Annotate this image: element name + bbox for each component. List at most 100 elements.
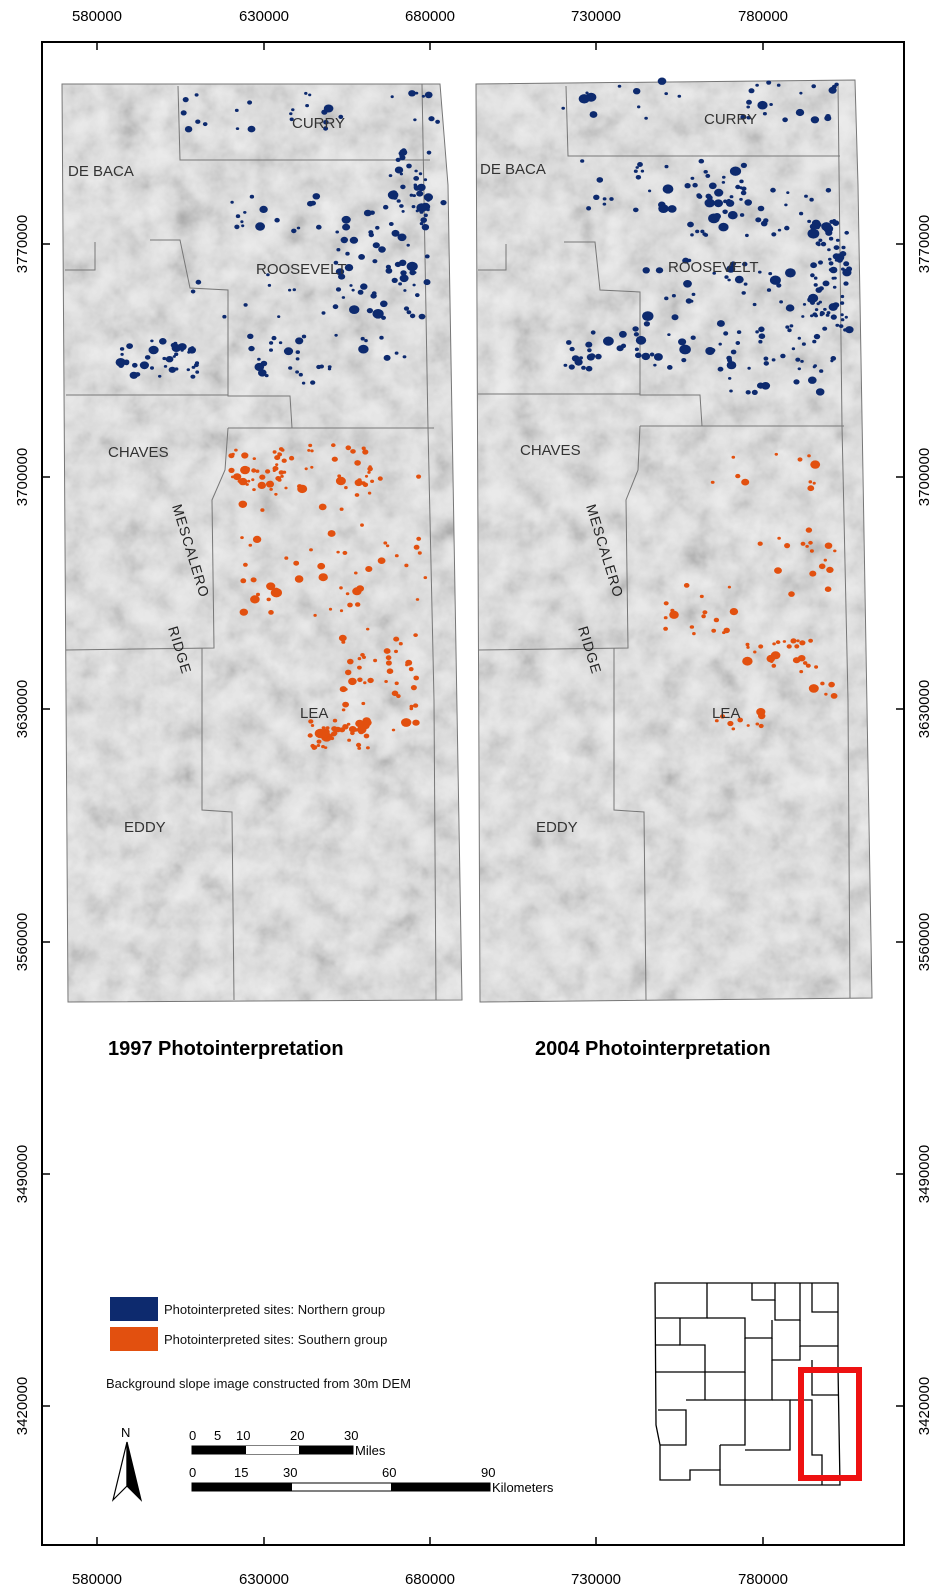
site-marker — [339, 686, 347, 693]
site-marker — [367, 470, 371, 474]
axis-ticks: 580000 580000 630000 630000 680000 680000 7300… — [14, 8, 933, 1588]
site-marker — [309, 548, 313, 552]
site-marker — [779, 300, 783, 304]
site-marker — [632, 326, 639, 332]
site-marker — [667, 205, 677, 213]
site-marker — [177, 343, 187, 351]
site-marker — [372, 259, 378, 264]
site-marker — [134, 372, 141, 377]
site-marker — [697, 194, 703, 199]
site-marker — [729, 195, 734, 199]
site-marker — [695, 229, 700, 234]
site-marker — [277, 452, 281, 455]
site-marker — [712, 271, 716, 275]
site-marker — [365, 566, 373, 572]
site-marker — [735, 341, 741, 345]
scale-miles-tick: 5 — [214, 1428, 221, 1443]
site-marker — [586, 206, 592, 211]
site-marker — [367, 677, 374, 684]
site-marker — [743, 282, 748, 286]
site-marker — [734, 275, 744, 284]
site-marker — [293, 560, 300, 566]
site-marker — [818, 260, 823, 265]
site-marker — [295, 357, 300, 361]
site-marker — [678, 338, 687, 346]
site-marker — [713, 617, 720, 623]
site-marker — [168, 366, 176, 373]
site-marker — [402, 355, 407, 359]
site-marker — [194, 93, 199, 97]
site-marker — [289, 117, 294, 122]
y-tick-label-right: 3490000 — [916, 1145, 933, 1203]
site-marker — [687, 258, 692, 263]
site-marker — [755, 83, 759, 87]
site-marker — [245, 466, 250, 471]
scale-miles-tick: 20 — [290, 1428, 304, 1443]
site-marker — [301, 334, 307, 339]
site-marker — [158, 374, 162, 378]
site-marker — [362, 717, 371, 725]
site-marker — [748, 88, 755, 94]
site-marker — [669, 610, 679, 619]
site-marker — [150, 339, 154, 343]
site-marker — [270, 588, 282, 598]
site-marker — [357, 746, 362, 750]
site-marker — [403, 289, 407, 292]
county-label-roosevelt: ROOSEVELT — [668, 259, 759, 276]
site-marker — [808, 638, 813, 643]
site-marker — [784, 543, 791, 549]
site-marker — [834, 258, 839, 262]
site-marker — [823, 307, 827, 311]
site-marker — [690, 233, 694, 237]
site-marker — [635, 166, 639, 169]
site-marker — [342, 223, 351, 231]
county-label-debaca: DE BACA — [480, 161, 546, 178]
county-label-chaves: CHAVES — [520, 442, 581, 459]
site-marker — [423, 193, 433, 202]
site-marker — [377, 557, 386, 564]
site-marker — [251, 468, 257, 473]
site-marker — [408, 667, 414, 672]
site-marker — [271, 335, 277, 341]
site-marker — [268, 610, 274, 615]
site-marker — [417, 551, 422, 555]
site-marker — [815, 224, 820, 230]
site-marker — [172, 355, 176, 358]
site-marker — [266, 597, 271, 602]
site-marker — [685, 298, 693, 304]
site-marker — [428, 116, 435, 122]
site-marker — [586, 353, 595, 361]
site-marker — [250, 577, 257, 583]
site-marker — [731, 455, 736, 459]
site-marker — [723, 627, 730, 634]
site-marker — [831, 276, 835, 280]
site-marker — [332, 718, 338, 723]
site-marker — [648, 189, 652, 193]
site-marker — [414, 169, 418, 173]
site-marker — [819, 369, 824, 373]
site-marker — [780, 353, 786, 359]
site-marker — [289, 112, 293, 116]
site-marker — [388, 222, 394, 226]
site-marker — [649, 352, 655, 357]
site-marker — [835, 323, 840, 327]
site-marker — [758, 270, 762, 274]
site-marker — [828, 261, 834, 266]
site-marker — [119, 347, 125, 351]
site-marker — [830, 314, 837, 320]
scale-bar: 0 5 10 20 30 Miles 0 15 30 60 90 Kilomet… — [189, 1428, 554, 1495]
site-marker — [385, 660, 392, 666]
site-marker — [745, 642, 750, 647]
site-marker — [758, 339, 763, 344]
site-marker — [746, 105, 750, 109]
site-marker — [747, 366, 751, 370]
site-marker — [721, 181, 726, 184]
site-marker — [238, 500, 248, 508]
site-marker — [788, 591, 795, 597]
site-marker — [243, 303, 248, 307]
site-marker — [664, 92, 668, 96]
site-marker — [684, 183, 691, 189]
site-marker — [561, 106, 565, 110]
site-marker — [840, 301, 845, 305]
